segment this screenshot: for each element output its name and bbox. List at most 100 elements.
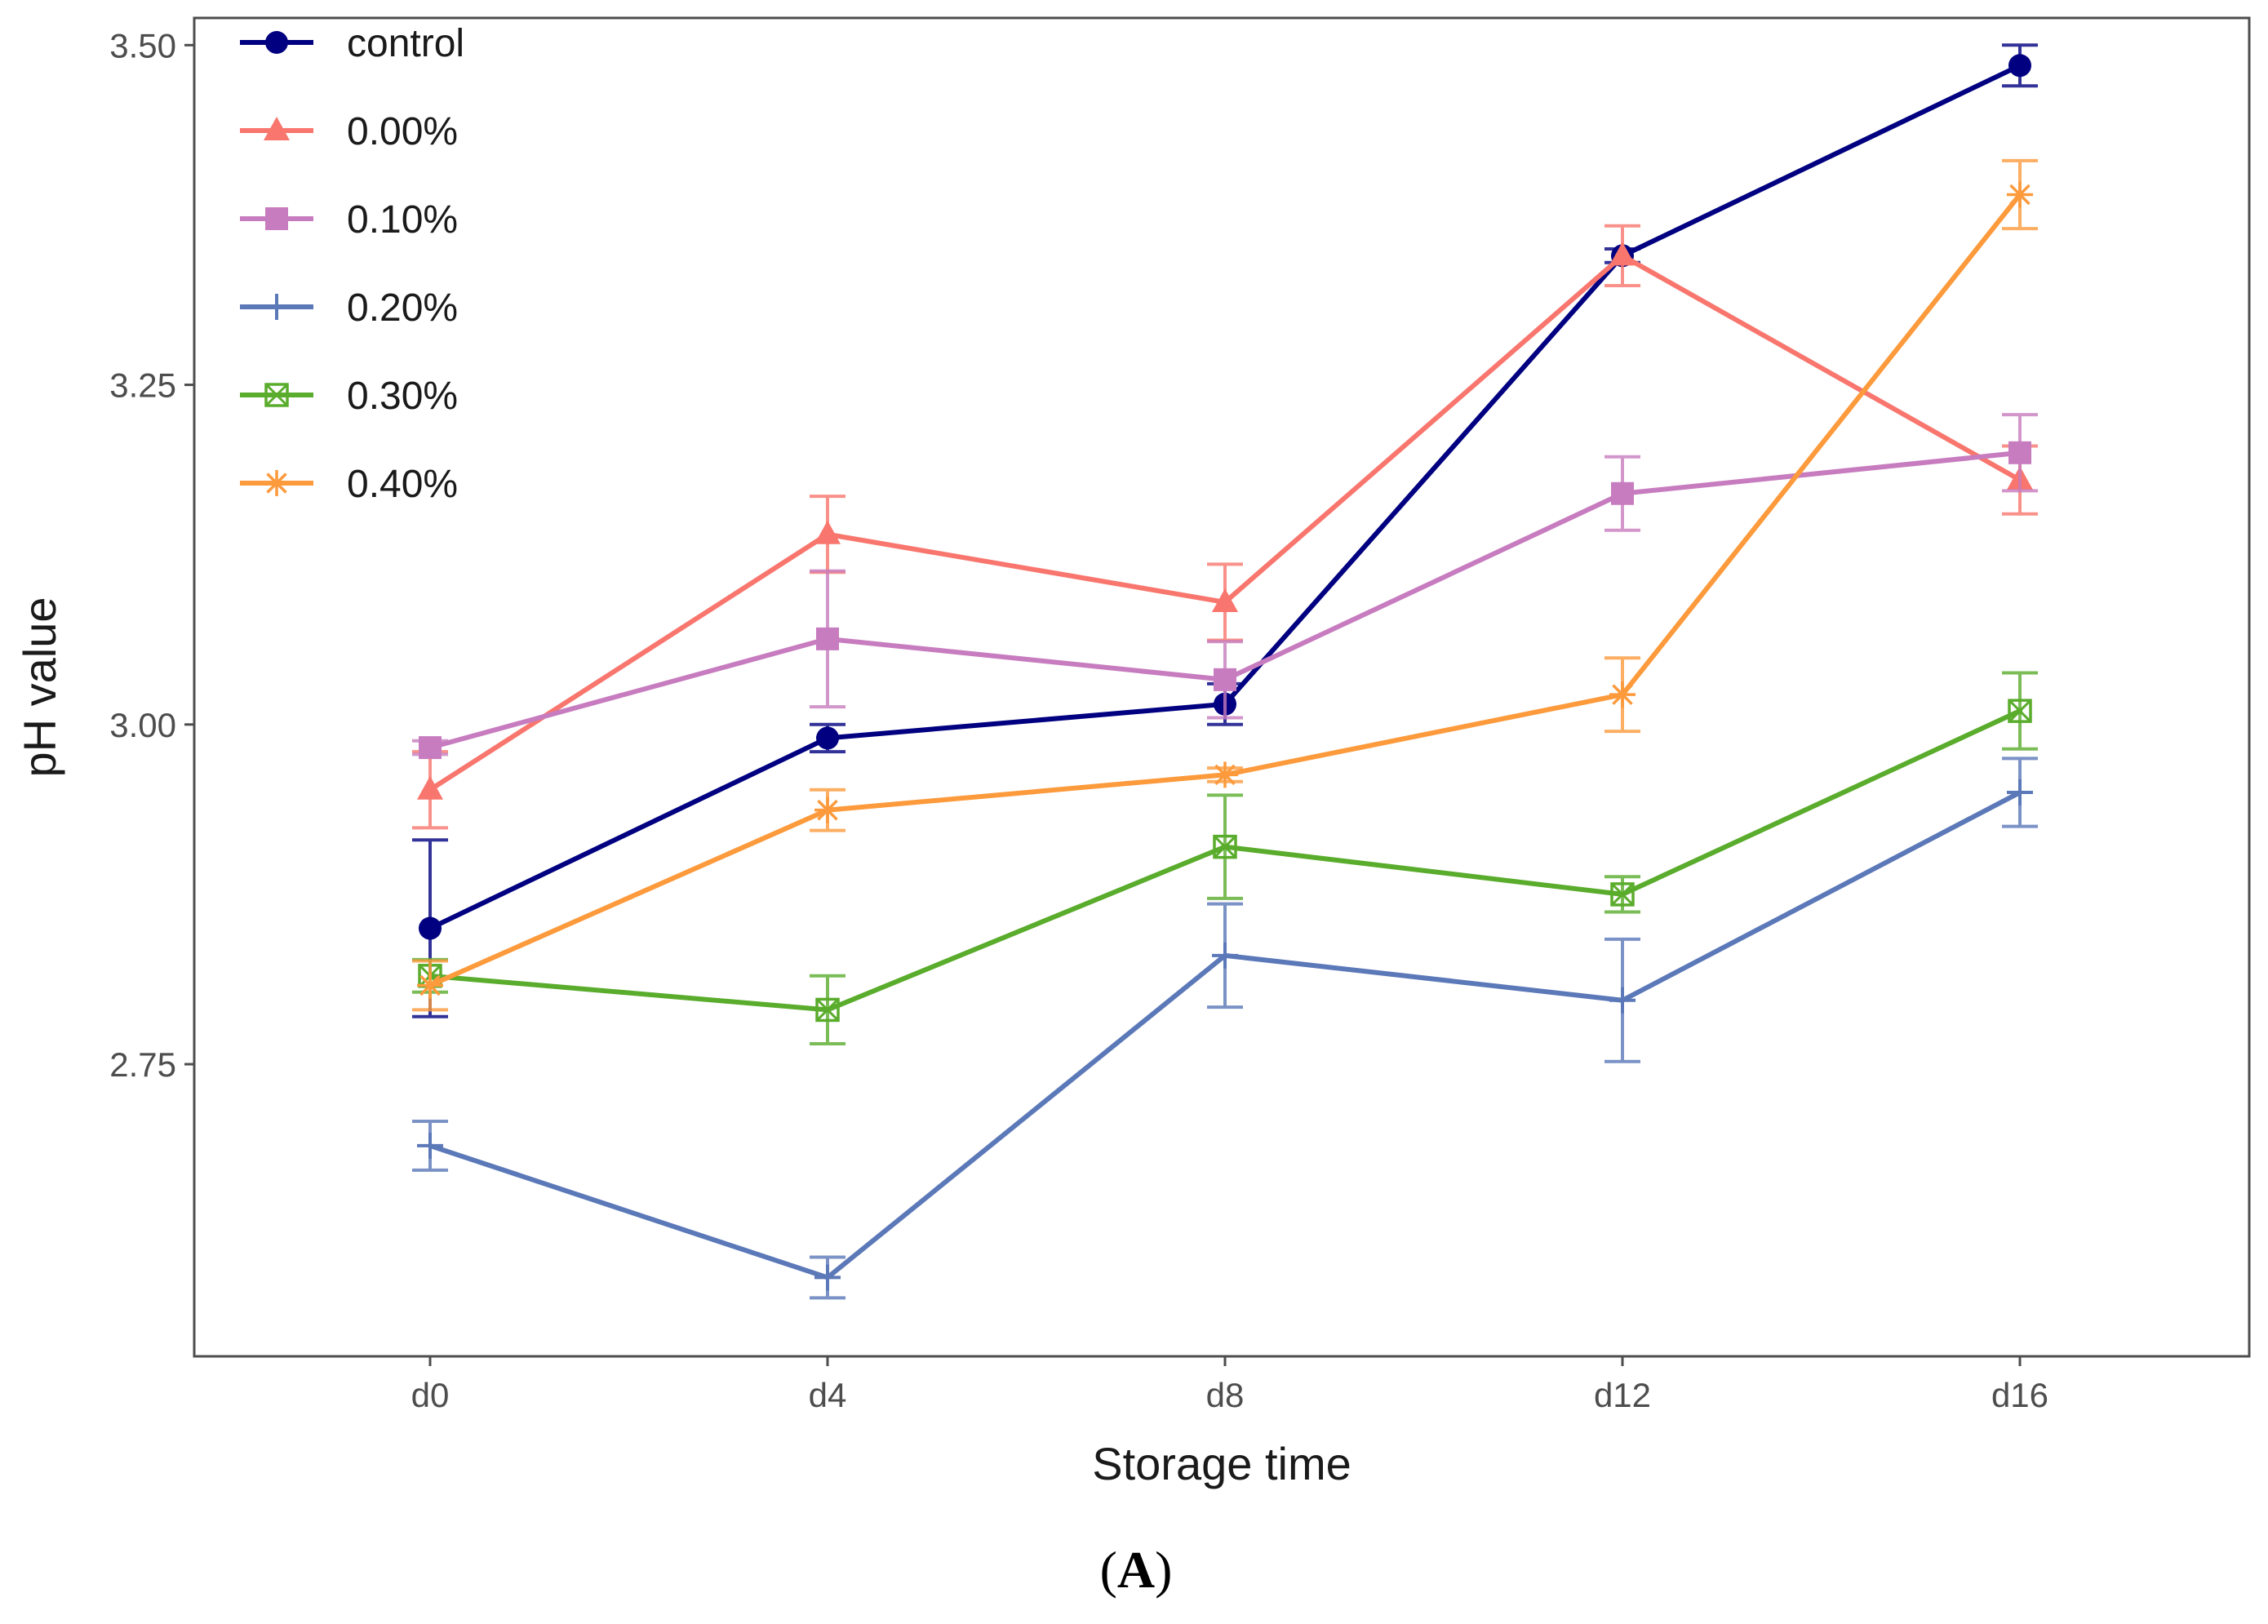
x-tick-label: d12: [1594, 1376, 1651, 1414]
marker-square: [816, 627, 839, 650]
marker-square-x-b: [1213, 835, 1237, 859]
data-point: [1212, 761, 1238, 788]
legend-key-marker: [264, 294, 290, 320]
plot-panel-border: [193, 16, 2251, 1358]
y-axis-title: pH value: [14, 597, 65, 777]
data-point: [2008, 699, 2032, 723]
marker-square-box: [1610, 882, 1635, 907]
x-tick-label: d4: [809, 1376, 847, 1414]
marker-star-d2: [817, 799, 838, 821]
marker-star-d2: [1214, 764, 1236, 786]
marker-square: [265, 207, 288, 230]
data-point: [1213, 834, 1237, 859]
marker-triangle: [1212, 588, 1238, 612]
legend-item-0-00pct: 0.00%: [240, 110, 458, 153]
legend-key-marker: [264, 470, 290, 496]
marker-square: [1214, 668, 1236, 691]
series-0-40pct: [412, 158, 2038, 1012]
marker-square-x-b: [815, 998, 840, 1022]
figure-caption: (A): [1100, 1541, 1173, 1599]
data-point: [815, 997, 840, 1023]
caption-close-paren: ): [1155, 1541, 1172, 1599]
data-point: [1212, 588, 1238, 612]
x-axis-title: Storage time: [1092, 1438, 1351, 1489]
y-tick-label: 3.00: [109, 706, 176, 744]
series-0-10pct: [412, 413, 2038, 760]
legend: control 0.00% 0.10% 0.20% 0.30% 0.40%: [240, 22, 464, 506]
caption-letter: A: [1117, 1541, 1155, 1599]
marker-triangle: [264, 117, 290, 140]
marker-circle: [2008, 54, 2031, 78]
data-point: [1212, 942, 1238, 969]
data-point: [814, 520, 841, 544]
x-axis: d0 d4 d8 d12 d16: [411, 1356, 2048, 1414]
data-point: [2007, 779, 2033, 806]
data-point: [417, 1132, 443, 1159]
data-point: [1609, 242, 1636, 266]
y-tick-label: 3.25: [109, 366, 176, 405]
marker-square-box: [2008, 699, 2032, 723]
legend-item-0-20pct: 0.20%: [240, 286, 458, 330]
marker-circle: [265, 31, 288, 54]
marker-square: [1611, 481, 1634, 505]
marker-square: [2008, 441, 2031, 464]
legend-key-marker: [264, 117, 290, 140]
marker-star-d2: [419, 974, 441, 996]
marker-square: [419, 736, 442, 760]
legend-key-marker: [265, 31, 288, 54]
marker-circle: [816, 726, 839, 750]
data-point: [1611, 481, 1634, 505]
legend-label: 0.40%: [347, 463, 458, 506]
marker-square-box: [264, 383, 289, 407]
legend-item-0-30pct: 0.30%: [240, 375, 458, 418]
data-point: [816, 726, 839, 750]
legend-label: 0.20%: [347, 286, 458, 330]
marker-triangle: [814, 520, 841, 544]
legend-label: control: [347, 22, 464, 65]
data-point: [814, 1264, 841, 1291]
marker-triangle: [1609, 242, 1636, 266]
marker-square-x-b: [264, 383, 289, 407]
data-point: [417, 972, 443, 999]
legend-key-marker: [265, 207, 288, 230]
x-tick-label: d0: [411, 1376, 450, 1414]
x-tick-label: d16: [1991, 1376, 2048, 1414]
marker-star-d2: [266, 473, 287, 494]
series-0-20pct: [412, 757, 2038, 1300]
data-point: [1609, 987, 1636, 1014]
marker-circle: [419, 916, 442, 940]
legend-item-0-40pct: 0.40%: [240, 463, 458, 506]
data-point: [2008, 54, 2031, 78]
marker-square-x-b: [2008, 699, 2032, 723]
legend-item-control: control: [240, 22, 464, 65]
marker-square-x-b: [1610, 882, 1635, 906]
legend-key-marker: [264, 383, 289, 407]
legend-label: 0.30%: [347, 375, 458, 418]
marker-star-d2: [1612, 684, 1633, 705]
series-layer: [412, 43, 2038, 1300]
y-axis: 2.75 3.00 3.25 3.50: [109, 26, 194, 1084]
x-tick-label: d8: [1206, 1376, 1245, 1414]
legend-label: 0.00%: [347, 110, 458, 153]
marker-triangle: [417, 775, 443, 800]
legend-item-0-10pct: 0.10%: [240, 198, 458, 242]
marker-square-box: [1213, 834, 1237, 859]
data-point: [1610, 882, 1635, 907]
caption-open-paren: (: [1100, 1541, 1117, 1599]
data-point: [1214, 668, 1236, 691]
y-tick-label: 2.75: [109, 1045, 176, 1084]
data-point: [816, 627, 839, 650]
marker-star-d2: [2009, 184, 2031, 206]
data-point: [417, 775, 443, 800]
data-point: [2007, 181, 2033, 208]
data-point: [2008, 441, 2031, 464]
legend-label: 0.10%: [347, 198, 458, 242]
y-tick-label: 3.50: [109, 26, 176, 64]
marker-square-box: [815, 997, 840, 1023]
data-point: [419, 916, 442, 940]
data-point: [1609, 681, 1636, 708]
data-point: [814, 796, 841, 823]
data-point: [419, 736, 442, 760]
